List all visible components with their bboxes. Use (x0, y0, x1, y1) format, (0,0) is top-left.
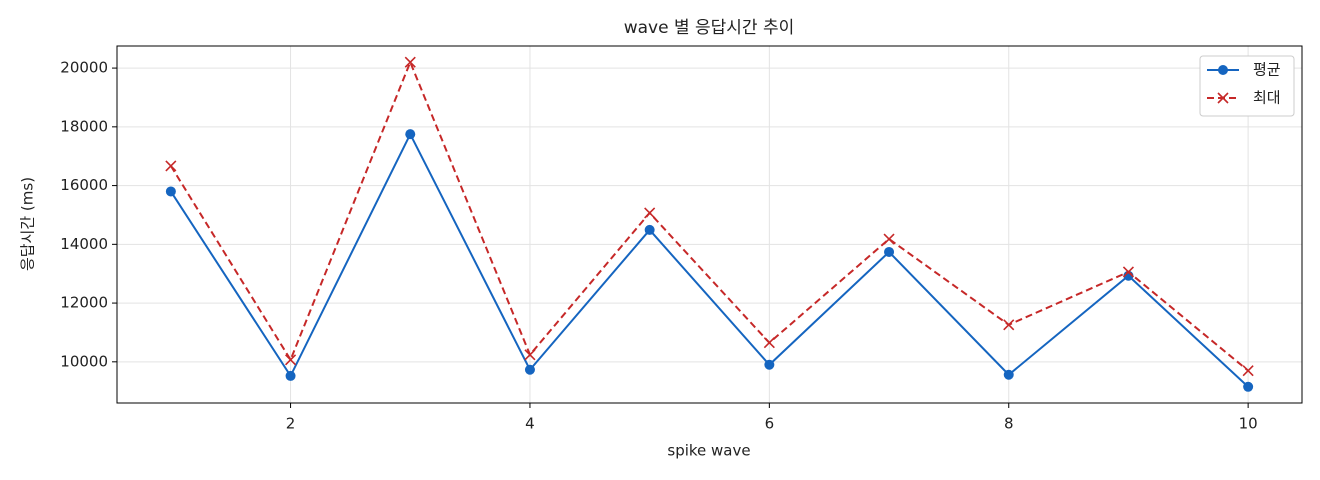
x-tick-label: 8 (1004, 415, 1014, 433)
x-tick-label: 10 (1239, 415, 1258, 433)
marker (285, 370, 296, 381)
x-tick-label: 2 (286, 415, 296, 433)
marker (763, 337, 775, 349)
marker (1122, 266, 1135, 278)
y-tick-label: 10000 (60, 352, 108, 370)
y-tick-label: 16000 (60, 176, 108, 194)
marker (644, 207, 656, 219)
legend-label: 최대 (1253, 89, 1281, 107)
marker (1242, 365, 1254, 377)
marker (165, 160, 177, 172)
plot-frame (116, 45, 1303, 404)
marker (764, 359, 775, 370)
x-tick-label: 4 (525, 415, 535, 433)
line (170, 131, 1249, 388)
y-axis-label: 응답시간 (ms) (19, 177, 37, 271)
x-tick-label: 6 (765, 415, 775, 433)
marker (883, 233, 895, 245)
line (170, 59, 1249, 372)
x-axis-label: spike wave (667, 442, 750, 460)
legend-marker (1217, 92, 1229, 104)
marker (165, 186, 176, 197)
marker (884, 246, 895, 257)
legend-marker (1218, 65, 1228, 75)
marker (404, 56, 416, 68)
marker (1243, 381, 1254, 392)
marker (524, 349, 536, 361)
marker (524, 364, 535, 375)
y-tick-label: 12000 (60, 294, 108, 312)
y-tick-label: 18000 (60, 117, 108, 135)
marker (1003, 369, 1014, 380)
y-tick-label: 20000 (60, 59, 108, 77)
marker (1003, 319, 1015, 331)
legend-label: 평균 (1253, 61, 1281, 79)
marker (644, 224, 655, 235)
marker (284, 354, 297, 366)
y-tick-label: 14000 (60, 235, 108, 253)
chart-title: wave 별 응답시간 추이 (624, 18, 795, 38)
marker (405, 129, 416, 140)
